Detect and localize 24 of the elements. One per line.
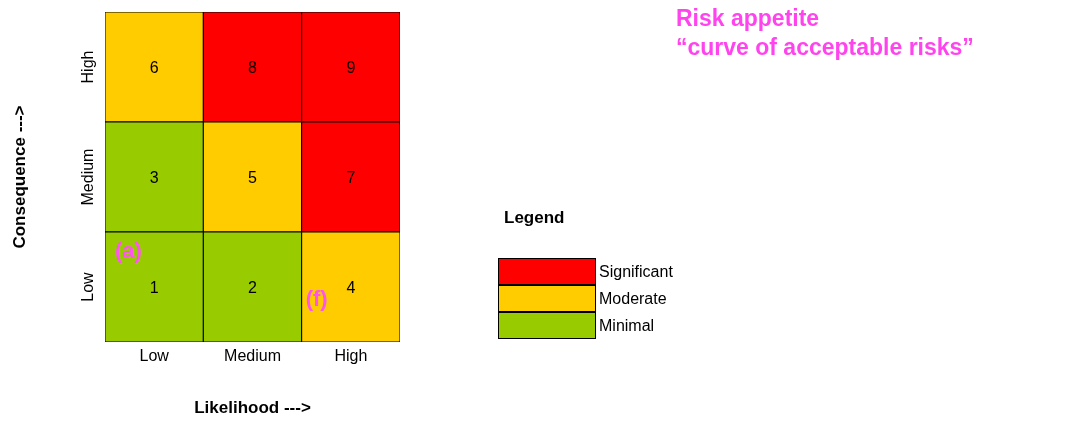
data-label: 9 — [346, 59, 356, 76]
annotation: (a) — [115, 238, 142, 264]
data-label: 2 — [248, 279, 258, 296]
legend-title: Legend — [504, 208, 566, 228]
y-axis-title: Consequence ---> — [10, 105, 30, 249]
data-label: 7 — [346, 169, 356, 186]
data-label: 8 — [248, 59, 258, 76]
data-label: 1 — [149, 279, 159, 296]
text: Minimal — [599, 316, 655, 335]
data-label: 3 — [149, 169, 159, 186]
y-tick-label: Low — [79, 271, 96, 302]
x-tick-label: Low — [139, 347, 170, 365]
x-tick-label: High — [334, 347, 368, 365]
text: Significant — [599, 262, 673, 281]
annotation: (f) — [305, 286, 328, 312]
text: Risk appetite “curve of acceptable risks” — [676, 4, 974, 62]
data-label: 5 — [248, 169, 258, 186]
y-tick-label: Medium — [79, 148, 96, 206]
data-label: 6 — [149, 59, 159, 76]
y-tick-label: High — [79, 50, 96, 84]
x-axis-title: Likelihood ---> — [193, 398, 312, 418]
data-label: 4 — [346, 279, 356, 296]
x-tick-label: Medium — [224, 347, 281, 365]
text: Moderate — [599, 289, 667, 308]
